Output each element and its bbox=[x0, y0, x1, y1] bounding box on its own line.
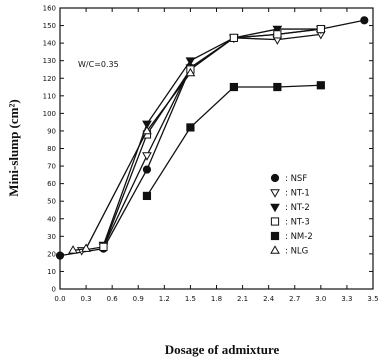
data-point-nt-3 bbox=[273, 30, 282, 39]
y-tick-label: 20 bbox=[47, 250, 56, 258]
series-nlg bbox=[68, 67, 196, 254]
series-line-nlg bbox=[72, 72, 191, 252]
y-tick-label: 160 bbox=[43, 5, 56, 13]
legend-label-nsf: : NSF bbox=[285, 174, 307, 184]
x-axis-title: Dosage of admixture bbox=[165, 342, 280, 357]
x-tick-label: 2.7 bbox=[289, 295, 300, 303]
legend-marker-nt-2 bbox=[270, 203, 280, 213]
data-point-nlg bbox=[68, 245, 78, 254]
y-tick-label: 140 bbox=[43, 40, 56, 48]
y-tick-label: 40 bbox=[47, 215, 56, 223]
data-point-nsf bbox=[142, 165, 152, 174]
series-nm-2 bbox=[142, 81, 325, 201]
x-tick-label: 3.0 bbox=[315, 295, 326, 303]
annotation-wc: W/C=0.35 bbox=[78, 60, 119, 69]
axis-ticks: 0 10 20 30 40 50 60 70 80 90 100 110 120 130 140 150 160… bbox=[43, 5, 379, 304]
data-point-nm-2 bbox=[316, 81, 325, 90]
x-tick-label: 0.3 bbox=[81, 295, 92, 303]
legend-marker-nm-2 bbox=[270, 231, 280, 241]
y-tick-label: 60 bbox=[47, 180, 56, 188]
data-point-nm-2 bbox=[186, 123, 195, 132]
legend-label-nt-2: : NT-2 bbox=[285, 203, 310, 213]
x-tick-label: 1.8 bbox=[211, 295, 222, 303]
data-point-nt-2 bbox=[185, 57, 196, 66]
y-tick-label: 120 bbox=[43, 75, 56, 83]
data-point-nsf bbox=[360, 16, 369, 25]
legend-marker-nlg bbox=[270, 245, 280, 254]
y-tick-label: 110 bbox=[43, 92, 56, 100]
y-axis-title: Mini-slump (cm²) bbox=[6, 99, 21, 196]
data-point-nt-3 bbox=[99, 242, 108, 251]
y-tick-label: 10 bbox=[47, 268, 56, 276]
legend-label-nlg: : NLG bbox=[285, 247, 308, 257]
data-point-nt-3 bbox=[316, 24, 325, 34]
x-tick-label: 0.0 bbox=[54, 295, 65, 303]
y-tick-label: 130 bbox=[43, 57, 56, 65]
series-line-nsf bbox=[59, 19, 365, 257]
data-point-nlg bbox=[142, 125, 152, 135]
data-point-nlg bbox=[185, 67, 196, 77]
x-tick-label: 1.5 bbox=[185, 295, 196, 303]
legend: : NSF : NT-1 : NT-2 : NT-3 : NM-2 : NLG bbox=[270, 173, 313, 257]
y-tick-label: 0 bbox=[52, 286, 56, 294]
x-tick-label: 3.3 bbox=[341, 295, 352, 303]
y-tick-label: 100 bbox=[43, 110, 56, 118]
data-point-nm-2 bbox=[229, 82, 238, 92]
data-point-nt-3 bbox=[229, 33, 238, 42]
x-tick-label: 2.1 bbox=[237, 295, 248, 303]
y-tick-label: 90 bbox=[47, 127, 56, 135]
legend-marker-nt-1 bbox=[270, 189, 280, 198]
x-tick-label: 0.6 bbox=[107, 295, 119, 303]
data-point-nt-2 bbox=[272, 25, 283, 35]
x-tick-label: 3.5 bbox=[367, 295, 378, 303]
series-line-nt-3 bbox=[102, 28, 321, 248]
legend-marker-nsf bbox=[270, 173, 280, 183]
legend-label-nm-2: : NM-2 bbox=[285, 232, 313, 242]
data-point-nt-2 bbox=[142, 120, 152, 130]
y-tick-label: 150 bbox=[43, 22, 56, 30]
x-tick-label: 0.9 bbox=[133, 295, 144, 303]
y-tick-label: 70 bbox=[47, 163, 56, 171]
data-point-nsf bbox=[55, 251, 65, 260]
legend-label-nt-3: : NT-3 bbox=[285, 218, 310, 228]
data-point-nm-2 bbox=[273, 82, 282, 92]
y-tick-label: 80 bbox=[47, 145, 56, 153]
legend-label-nt-1: : NT-1 bbox=[285, 189, 310, 199]
legend-marker-nt-3 bbox=[270, 217, 280, 226]
x-tick-label: 1.2 bbox=[159, 295, 170, 303]
data-point-nlg bbox=[81, 243, 91, 252]
data-point-nt-1 bbox=[142, 152, 152, 161]
series-nt-2 bbox=[98, 25, 326, 251]
y-tick-label: 50 bbox=[47, 198, 56, 206]
x-tick-label: 2.4 bbox=[263, 295, 275, 303]
data-point-nm-2 bbox=[142, 191, 152, 201]
series-layer bbox=[55, 16, 369, 260]
y-tick-label: 30 bbox=[47, 233, 56, 241]
